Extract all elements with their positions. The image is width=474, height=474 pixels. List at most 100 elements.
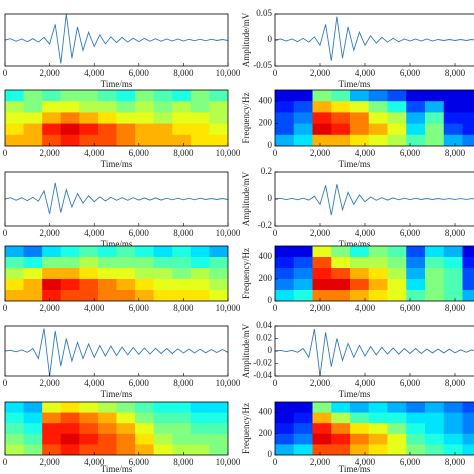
y-axis-label: Amplitude/mV [241,171,251,226]
heat-cell [350,90,370,102]
heat-cell [5,246,25,258]
plot [275,246,474,301]
heat-cell [209,134,228,146]
frame [4,245,229,302]
frame [4,325,229,377]
heat-cell [190,423,210,435]
heat-cell [387,268,407,280]
heat-cell [312,290,332,301]
heat-cell [209,101,228,113]
heat-cell [462,444,474,455]
x-axis-label: Time/ms [101,239,133,249]
heat-cell [293,444,313,455]
heat-cell [60,402,80,414]
y-tick-label: 0.05 [256,8,272,18]
heat-cell [443,444,463,455]
frame [274,89,474,147]
heat-cell [368,268,388,280]
heat-cell [331,290,351,301]
x-axis-label: Time/ms [101,464,133,474]
heat-cell [5,268,25,280]
heat-cell [443,268,463,280]
heat-cell [331,123,351,136]
heat-cell [209,402,228,414]
heat-cell [97,90,117,102]
x-tick-label: 2,000 [39,457,60,467]
heat-cell [172,402,192,414]
x-tick-label: 4,000 [355,228,376,238]
heat-cell [443,279,463,291]
heat-cell [190,402,210,414]
waveform [5,182,228,214]
heat-cell [79,402,99,414]
heat-cell [190,90,210,102]
heat-cell [97,279,117,291]
heat-cell [312,112,332,125]
heat-cell [97,433,117,445]
heat-cell [5,290,25,301]
heat-cell [275,268,295,280]
heat-cell [135,101,155,113]
heat-cell [79,101,99,113]
waveform [275,329,474,376]
plot [275,329,474,376]
heat-cell [116,257,136,269]
x-tick-label: 4,000 [355,457,376,467]
x-tick-label: 8,000 [173,457,194,467]
heat-cell [406,402,426,414]
heat-cell [172,279,192,291]
plot [275,184,474,216]
y-tick-label: 0 [268,140,273,150]
heat-cell [275,246,295,258]
heat-cell [425,101,445,113]
heat-cell [23,90,43,102]
heat-cell [462,134,474,146]
heat-cell [153,268,173,280]
heat-cell [5,134,25,146]
heat-cell [312,268,332,280]
heat-cell [275,123,295,136]
heat-cell [209,90,228,102]
heat-cell [116,246,136,258]
heat-cell [172,246,192,258]
x-tick-label: 8,000 [445,457,466,467]
heat-cell [190,123,210,136]
heat-cell [368,123,388,136]
heat-cell [293,433,313,445]
heat-cell [79,268,99,280]
heat-cell [443,423,463,435]
heat-cell [79,90,99,102]
heat-cell [135,290,155,301]
heat-cell [135,279,155,291]
heat-cell [425,90,445,102]
heat-cell [172,268,192,280]
heat-cell [462,112,474,125]
heat-cell [23,433,43,445]
heat-cell [172,134,192,146]
heat-cell [60,123,80,136]
x-tick-label: 8,000 [173,148,194,158]
heat-cell [190,112,210,125]
heat-cell [172,257,192,269]
heat-cell [135,402,155,414]
heat-cell [42,101,62,113]
heat-cell [135,444,155,455]
heat-cell [172,112,192,125]
heat-cell [42,246,62,258]
heat-cell [275,290,295,301]
heat-cell [60,90,80,102]
y-tick-label: -0.05 [253,60,272,70]
heat-cell [60,268,80,280]
heat-cell [79,257,99,269]
plot [5,328,228,376]
heat-cell [60,257,80,269]
heat-cell [172,123,192,136]
heat-cell [368,412,388,424]
heat-cell [293,246,313,258]
x-tick-label: 0 [273,457,278,467]
x-tick-label: 2,000 [310,148,331,158]
heat-cell [209,268,228,280]
x-axis-label: Time/ms [339,239,371,249]
heat-cell [153,123,173,136]
heat-cell [462,90,474,102]
